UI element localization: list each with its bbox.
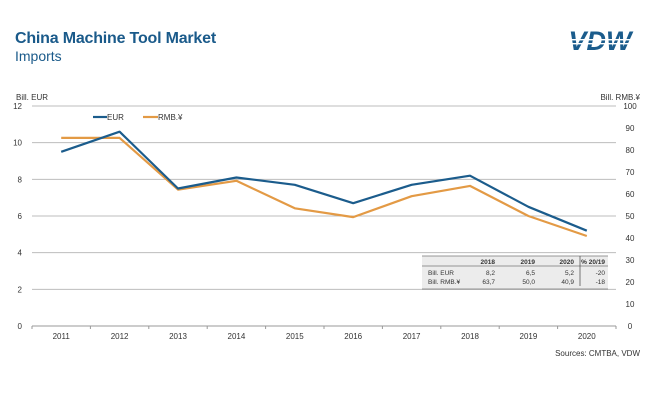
table-cell: 6,5	[526, 270, 535, 277]
table-cell: 40,9	[561, 279, 574, 286]
left-axis-label: Bill. EUR	[16, 93, 48, 102]
left-tick-label: 12	[13, 102, 22, 111]
legend: EUR RMB.¥	[93, 113, 183, 122]
table-header-cell: 2019	[521, 259, 536, 266]
right-tick-label: 80	[626, 146, 635, 155]
series-line-eur	[60, 130, 588, 232]
left-tick-label: 2	[18, 285, 23, 294]
right-tick-label: 90	[626, 124, 635, 133]
left-axis-ticks: 0 2 4 6 8 10 12	[13, 102, 22, 331]
x-tick-label: 2015	[286, 332, 304, 341]
table-cell: Bill. EUR	[428, 270, 454, 277]
x-tick-label: 2019	[520, 332, 538, 341]
x-tick-label: 2014	[228, 332, 246, 341]
x-tick-label: 2011	[53, 332, 71, 341]
source-note: Sources: CMTBA, VDW	[555, 349, 640, 358]
chart-title: China Machine Tool Market	[15, 30, 216, 47]
table-header-cell: 2018	[481, 259, 496, 266]
right-tick-label: 0	[628, 322, 633, 331]
table-header-cell: 2020	[560, 259, 575, 266]
right-tick-label: 50	[626, 212, 635, 221]
table-cell: -18	[596, 279, 606, 286]
table-header-cell: % 20/19	[581, 259, 605, 266]
table-cell: 63,7	[482, 279, 495, 286]
legend-eur-label: EUR	[107, 113, 124, 122]
x-tick-label: 2012	[111, 332, 129, 341]
x-tick-label: 2018	[461, 332, 479, 341]
series-line-rmb	[61, 136, 588, 238]
series-lines	[60, 130, 588, 238]
right-tick-label: 10	[626, 300, 635, 309]
x-tick-label: 2013	[169, 332, 187, 341]
table-cell: Bill. RMB.¥	[428, 279, 461, 286]
x-tick-label: 2017	[403, 332, 421, 341]
x-tick-label: 2016	[344, 332, 362, 341]
svg-text:VDW: VDW	[569, 28, 635, 54]
right-tick-label: 60	[626, 190, 635, 199]
left-tick-label: 6	[18, 212, 23, 221]
right-axis-ticks: 0 10 20 30 40 50 60 70 80 90 100	[623, 102, 637, 331]
right-axis-label: Bill. RMB.¥	[600, 93, 640, 102]
right-tick-label: 70	[626, 168, 635, 177]
legend-rmb-label: RMB.¥	[158, 113, 183, 122]
x-axis: 2011 2012 2013 2014 2015 2016 2017 2018 2019 2020	[31, 325, 617, 341]
data-table: 2018 2019 2020 % 20/19 Bill. EUR 8,2 6,5 5,2 -20…	[422, 255, 608, 290]
table-cell: 8,2	[486, 270, 495, 277]
table-cell: -20	[596, 270, 606, 277]
right-tick-label: 40	[626, 234, 635, 243]
table-cell: 50,0	[522, 279, 535, 286]
vdw-logo: VDW	[559, 28, 642, 54]
right-tick-label: 20	[626, 278, 635, 287]
left-tick-label: 10	[13, 139, 22, 148]
right-tick-label: 100	[623, 102, 637, 111]
x-tick-label: 2020	[578, 332, 596, 341]
table-cell: 5,2	[565, 270, 574, 277]
table-background	[422, 256, 608, 289]
chart-subtitle: Imports	[15, 48, 62, 64]
right-tick-label: 30	[626, 256, 635, 265]
left-tick-label: 4	[18, 249, 23, 258]
left-tick-label: 8	[18, 175, 23, 184]
left-tick-label: 0	[18, 322, 23, 331]
